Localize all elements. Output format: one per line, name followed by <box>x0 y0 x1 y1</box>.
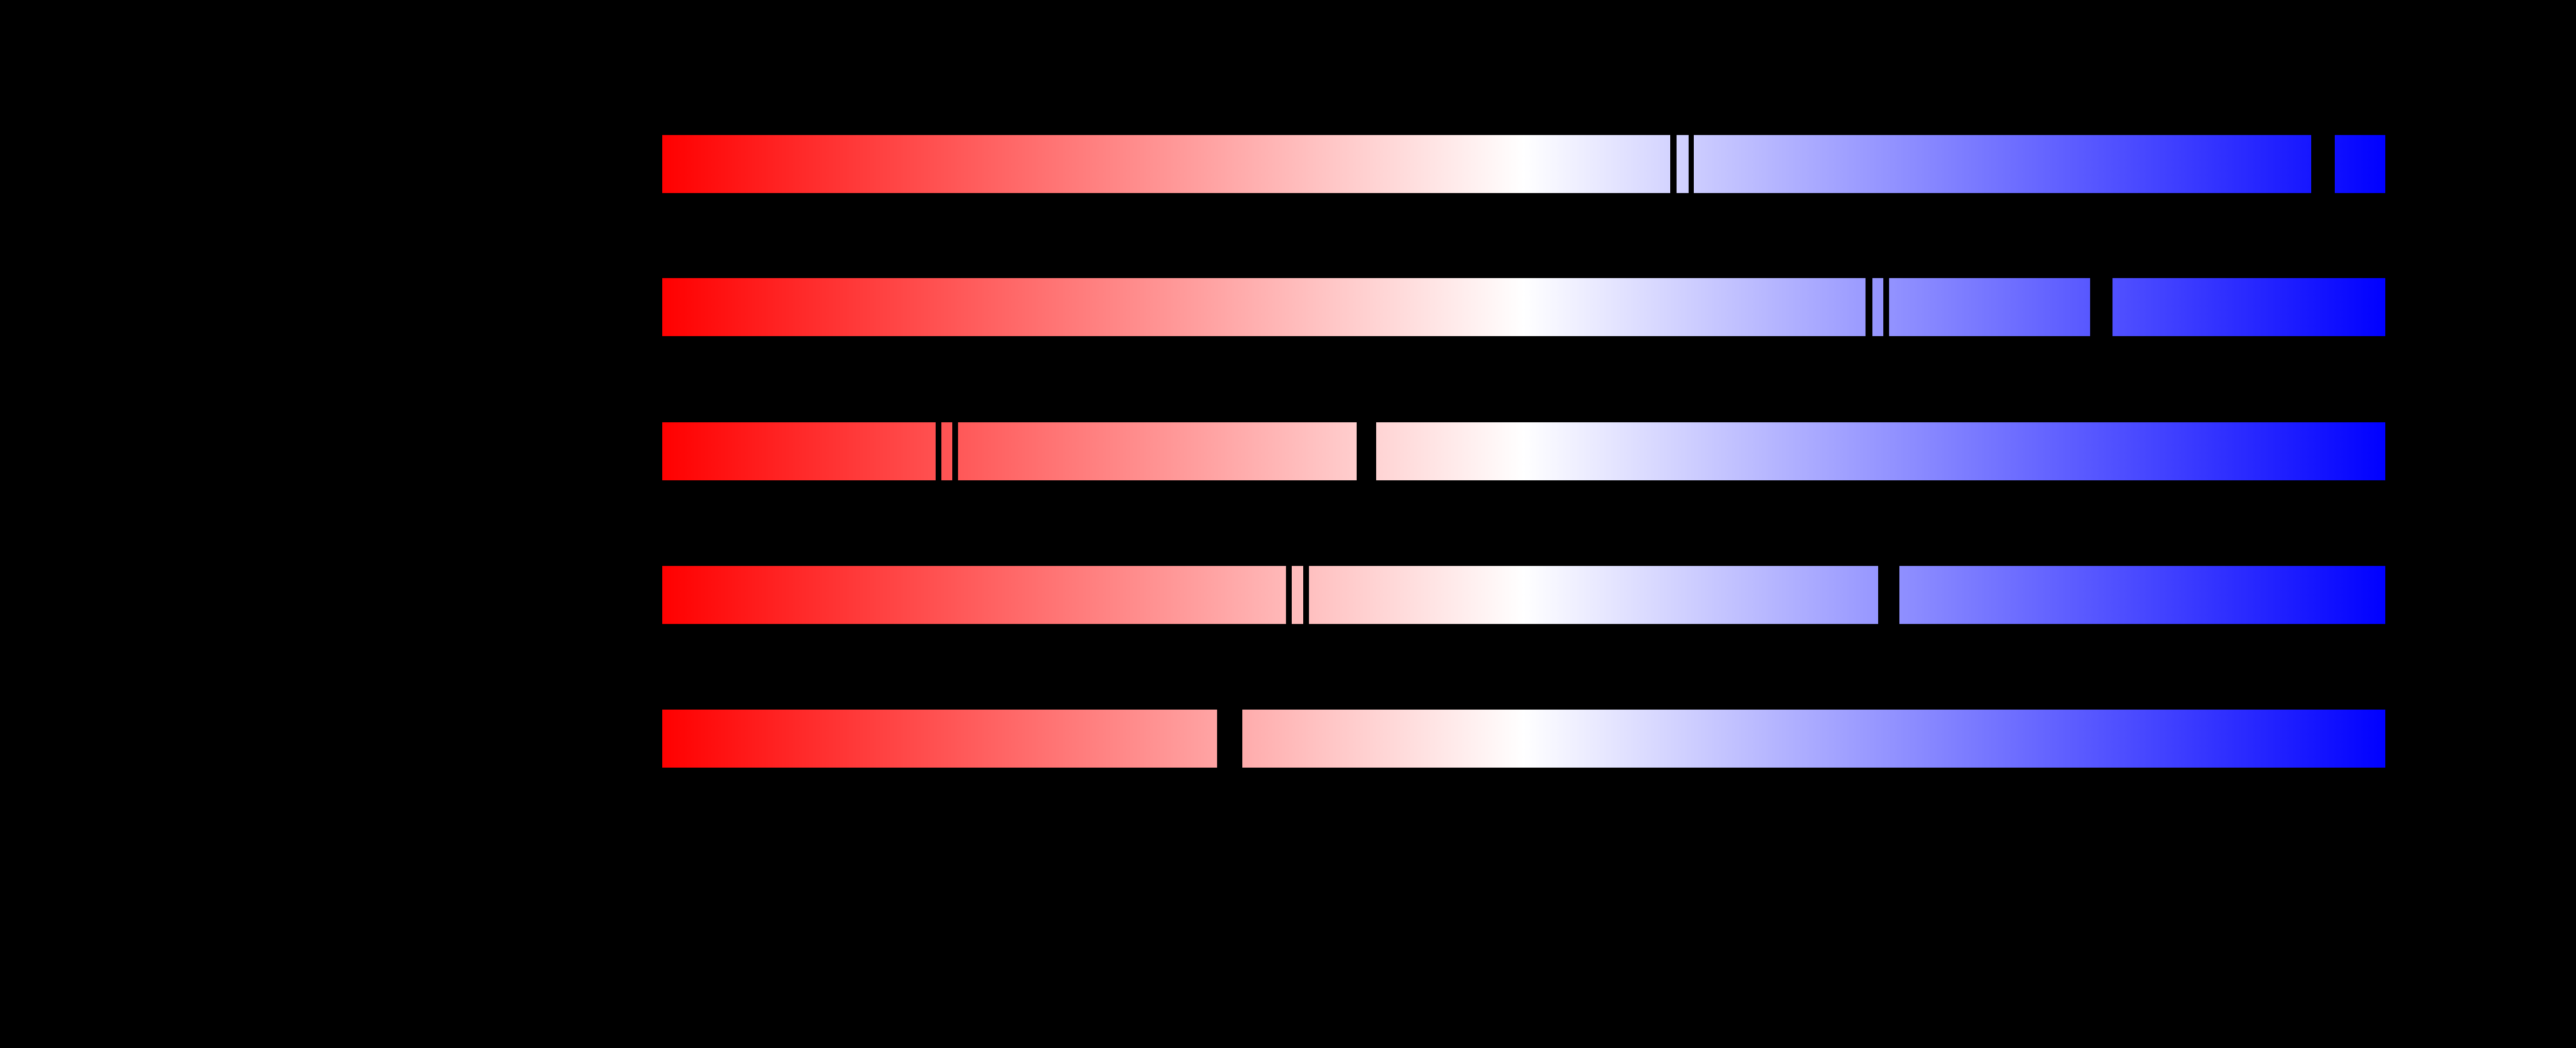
segment-boundary-thin <box>1286 566 1292 624</box>
gradient-bar-0 <box>662 135 2385 193</box>
gradient-bar-4 <box>662 710 2385 768</box>
segment-boundary-thin <box>936 422 941 480</box>
segment-boundary-thin <box>1689 135 1694 193</box>
segment-boundary-thin <box>1670 135 1677 193</box>
segment-boundary-wide <box>1878 566 1899 624</box>
segment-boundary-wide <box>1357 422 1376 480</box>
segment-boundary-thin <box>1883 278 1889 336</box>
segment-boundary-wide <box>1217 710 1242 768</box>
gradient-bar-2 <box>662 422 2385 480</box>
segment-boundary-wide <box>2311 135 2335 193</box>
segment-boundary-wide <box>2090 278 2112 336</box>
segment-boundary-thin <box>1303 566 1309 624</box>
segment-boundary-thin <box>1866 278 1872 336</box>
gradient-bar-3 <box>662 566 2385 624</box>
gradient-bar-1 <box>662 278 2385 336</box>
segment-boundary-thin <box>952 422 958 480</box>
